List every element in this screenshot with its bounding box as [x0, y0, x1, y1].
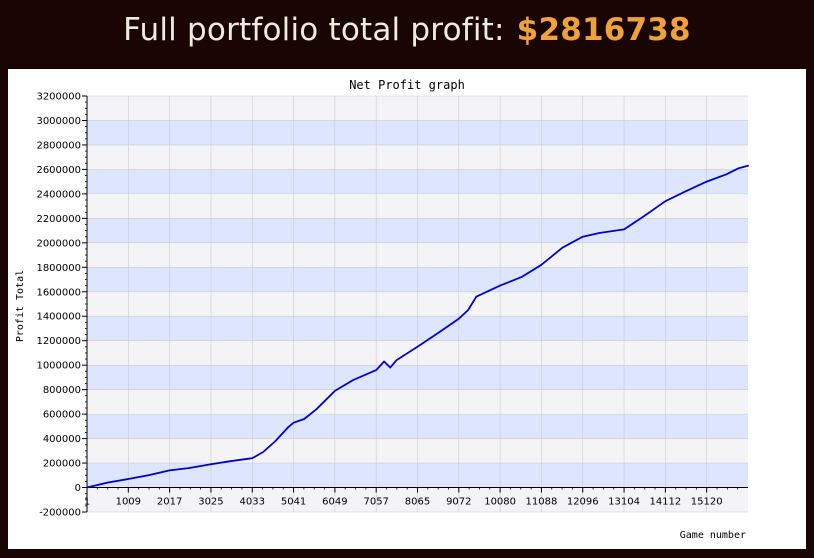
tick-marks: [82, 95, 739, 513]
x-tick-label: 8065: [405, 497, 430, 508]
y-tick-label: 1000000: [36, 361, 81, 372]
grid-lines: [86, 95, 748, 513]
y-tick-label: 3200000: [36, 92, 81, 103]
chart-panel: -200000 0 200000 400000 600000 800000 1000000 1…: [8, 69, 806, 549]
x-tick-label: 11088: [526, 497, 558, 508]
y-tick-label: 2200000: [36, 214, 81, 225]
y-axis-title: Profit Total: [15, 270, 26, 342]
series-layer: [86, 164, 749, 489]
y-tick-label: 800000: [43, 385, 81, 396]
total-profit-amount: $2816738: [516, 12, 691, 48]
y-tick-label: 2600000: [36, 165, 81, 176]
y-tick-label: 600000: [43, 410, 81, 421]
y-tick-label: 3000000: [36, 116, 81, 127]
y-tick-label: 1400000: [36, 312, 81, 323]
x-tick-label: 15120: [691, 497, 723, 508]
x-tick-label: 4033: [240, 497, 265, 508]
y-tick-label: 2400000: [36, 189, 81, 200]
x-tick-label: 13104: [608, 497, 640, 508]
x-tick-label: 2017: [157, 497, 182, 508]
x-tick-label: 7057: [363, 497, 388, 508]
y-tick-label: 0: [75, 483, 81, 494]
chart-title: Net Profit graph: [349, 78, 465, 92]
y-tick-label: 200000: [43, 459, 81, 470]
x-tick-label: 6049: [322, 497, 347, 508]
x-axis-title: Game number: [680, 530, 746, 541]
profit-series-line: [86, 164, 749, 489]
x-tick-label: 14112: [649, 497, 681, 508]
x-tick-label: 3025: [198, 497, 223, 508]
x-tick-label: 1009: [116, 497, 141, 508]
y-tick-label: 1200000: [36, 336, 81, 347]
x-tick-label: 9072: [446, 497, 471, 508]
y-tick-label: 400000: [43, 434, 81, 445]
y-tick-labels: -200000 0 200000 400000 600000 800000 1000000 1…: [36, 92, 81, 519]
x-tick-label: 12096: [567, 497, 599, 508]
y-tick-label: 1800000: [36, 263, 81, 274]
x-tick-label: 10080: [484, 497, 516, 508]
page-title: Full portfolio total profit: $2816738: [0, 0, 814, 60]
net-profit-chart: -200000 0 200000 400000 600000 800000 1000000 1…: [15, 78, 749, 541]
y-tick-label: 2800000: [36, 140, 81, 151]
x-tick-label: 1: [84, 497, 90, 508]
y-tick-label: 2000000: [36, 238, 81, 249]
y-tick-label: 1600000: [36, 287, 81, 298]
x-tick-label: 5041: [281, 497, 306, 508]
title-text: Full portfolio total profit:: [123, 12, 505, 48]
x-tick-labels: 1 1009 2017 3025 4033 5041 6049 7057 8065 9072 100…: [84, 497, 723, 508]
y-tick-label: -200000: [39, 508, 81, 519]
